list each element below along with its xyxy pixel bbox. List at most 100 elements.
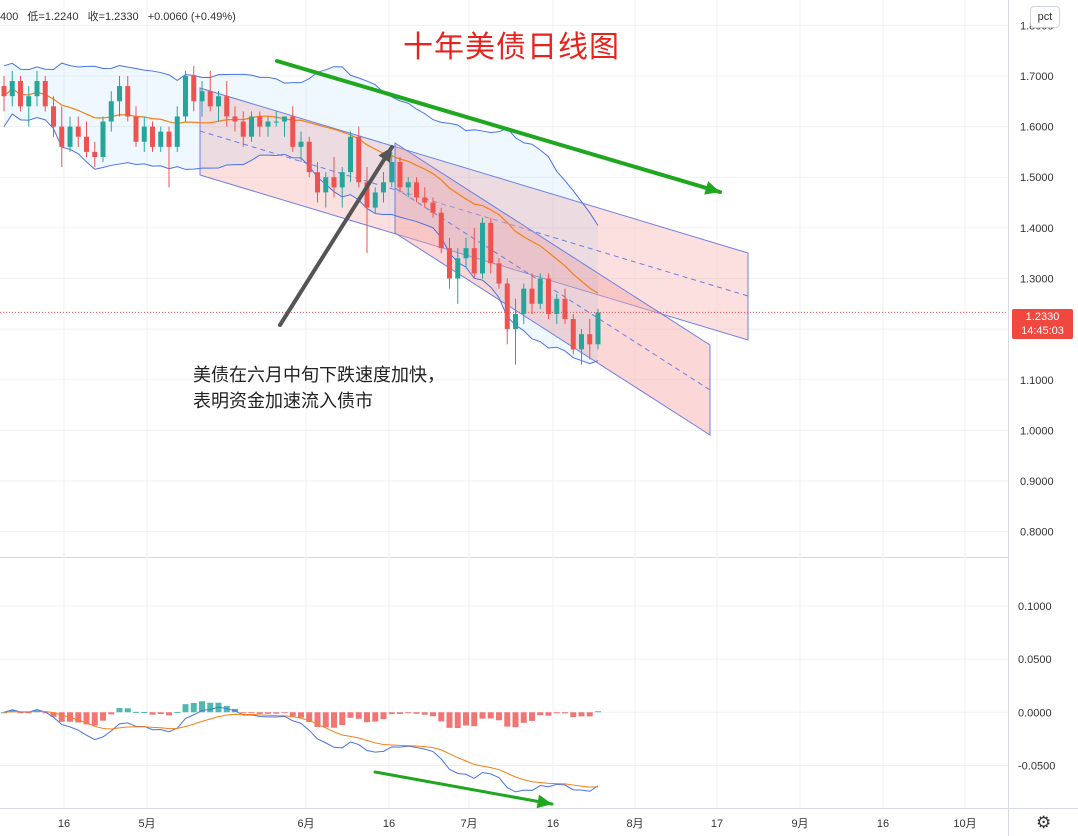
candle-body: [414, 182, 419, 198]
candle-body: [75, 126, 81, 137]
green-macd-arrow-head: [536, 794, 552, 809]
candle-body: [364, 182, 370, 208]
candle-body: [150, 126, 155, 147]
candle-body: [249, 116, 254, 137]
candle-body: [339, 172, 345, 188]
macd-histogram-bar: [397, 712, 403, 714]
macd-histogram-bar: [562, 712, 568, 714]
price-tick-label: 1.3000: [1020, 274, 1054, 286]
candle-body: [290, 116, 296, 147]
candle-body: [562, 298, 568, 320]
candle-body: [356, 136, 362, 183]
price-tick-label: 1.4000: [1020, 223, 1054, 235]
candle-body: [174, 116, 180, 147]
gray-pointer-arrow-shaft: [278, 145, 394, 327]
candle-body: [513, 313, 518, 330]
time-tick-label: 16: [383, 818, 395, 830]
macd-line: [3, 706, 599, 793]
price-tick-label: 1.6000: [1020, 122, 1054, 134]
macd-histogram-bar: [512, 712, 519, 728]
candle-body: [84, 136, 89, 152]
macd-histogram-bar: [281, 712, 288, 714]
chart-annotation: 美债在六月中旬下跌速度加快， 表明资金加速流入债市: [193, 363, 445, 415]
macd-histogram-bar: [520, 712, 527, 723]
candle-body: [191, 75, 197, 102]
annotation-line-2: 表明资金加速流入债市: [193, 391, 373, 412]
ohlc-high: 400: [0, 11, 19, 23]
time-tick-label: 16: [547, 818, 559, 830]
macd-histogram-bar: [58, 712, 65, 722]
macd-histogram-bar: [454, 712, 461, 729]
macd-histogram-bar: [25, 712, 32, 714]
price-tick-label: 1.1000: [1020, 375, 1054, 387]
macd-histogram-bar: [446, 712, 453, 728]
candle-body: [471, 248, 477, 274]
candle-body: [529, 288, 535, 304]
candle-body: [331, 177, 337, 188]
price-tick-label: 1.5000: [1020, 172, 1054, 184]
regression-channel: [199, 87, 749, 436]
candle-body: [18, 81, 23, 107]
candle-body: [570, 319, 576, 350]
candle-body: [108, 101, 114, 122]
candle-body: [455, 258, 461, 279]
macd-tick-label: 0.0500: [1018, 654, 1052, 666]
candle-body: [306, 141, 312, 173]
gear-icon[interactable]: ⚙: [1036, 813, 1052, 833]
candle-body: [257, 116, 263, 127]
macd-histogram-bar: [50, 712, 57, 717]
candle-body: [125, 86, 131, 117]
candle-body: [42, 81, 48, 107]
candle-body: [1, 86, 7, 97]
candle-body: [117, 86, 122, 102]
candle-body: [488, 222, 494, 264]
macd-histogram-bar: [133, 711, 139, 713]
candle-body: [422, 197, 428, 203]
macd-histogram-bar: [306, 712, 313, 723]
macd-histogram-bar: [289, 712, 296, 717]
macd-pane: [1, 701, 601, 793]
macd-histogram-bar: [372, 712, 379, 722]
macd-histogram-bar: [496, 712, 502, 721]
candle-body: [348, 136, 353, 173]
macd-histogram-bar: [207, 702, 214, 713]
candle-body: [397, 162, 403, 188]
macd-histogram-bar: [1, 712, 7, 714]
candle-body: [579, 334, 584, 350]
candle-body: [496, 263, 502, 284]
macd-histogram-bar: [91, 712, 98, 726]
annotation-line-1: 美债在六月中旬下跌速度加快，: [193, 365, 445, 386]
macd-histogram-bar: [240, 712, 247, 714]
macd-histogram-bar: [322, 712, 329, 728]
last-price-time: 14:45:03: [1021, 325, 1064, 337]
macd-histogram-bar: [347, 712, 354, 718]
macd-histogram-bar: [380, 712, 387, 720]
macd-histogram-bar: [388, 712, 395, 715]
candles: [1, 65, 601, 365]
candle-body: [224, 96, 230, 117]
macd-tick-label: 0.0000: [1018, 707, 1052, 719]
bollinger-bands: [0, 62, 1008, 365]
candle-body: [240, 121, 246, 137]
macd-histogram-bar: [595, 711, 601, 713]
macd-histogram-bar: [182, 704, 189, 713]
candle-body: [59, 126, 65, 147]
macd-histogram-bar: [83, 712, 90, 725]
macd-histogram-bar: [504, 712, 511, 727]
pct-button[interactable]: pct: [1030, 6, 1060, 28]
channel-upper: [199, 87, 749, 341]
macd-histogram-bar: [430, 712, 436, 717]
candle-body: [587, 334, 593, 345]
candle-body: [67, 126, 73, 147]
green-trend-arrow-shaft: [275, 59, 722, 194]
macd-histogram-bar: [17, 712, 24, 714]
signal-line: [3, 710, 599, 788]
candle-body: [232, 116, 238, 122]
ohlc-low: 低=1.2240: [27, 11, 79, 23]
candle-body: [133, 116, 139, 142]
macd-histogram-bar: [124, 708, 131, 713]
macd-histogram-bar: [157, 712, 164, 715]
time-tick-label: 16: [877, 818, 889, 830]
